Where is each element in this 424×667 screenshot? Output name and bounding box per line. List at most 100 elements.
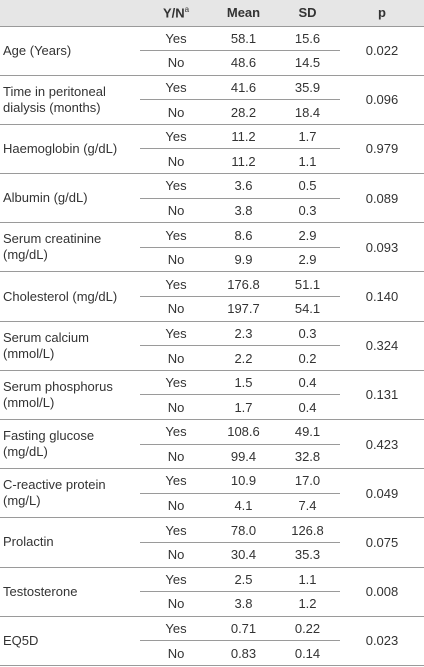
sd-cell: 14.5	[275, 50, 340, 76]
sd-cell: 17.0	[275, 468, 340, 494]
mean-cell: 28.2	[212, 99, 275, 125]
yn-cell: No	[140, 444, 212, 470]
yn-cell: Yes	[140, 173, 212, 199]
yn-cell: No	[140, 296, 212, 322]
table-row: No 28.2 18.4	[0, 99, 424, 125]
mean-cell: 3.6	[212, 173, 275, 199]
mean-cell: 1.5	[212, 370, 275, 396]
sd-cell: 0.4	[275, 370, 340, 396]
variable-cell: Haemoglobin (g/dL)	[0, 124, 140, 175]
mean-cell: 41.6	[212, 75, 275, 101]
variable-cell: Testosterone	[0, 567, 140, 617]
p-value-cell: 0.022	[340, 26, 424, 76]
mean-cell: 11.2	[212, 124, 275, 150]
sd-cell: 15.6	[275, 26, 340, 52]
mean-cell: 48.6	[212, 50, 275, 76]
yn-cell: Yes	[140, 567, 212, 593]
p-value-cell: 0.131	[340, 370, 424, 421]
table-header: Y/Na Mean SD p	[0, 0, 424, 27]
mean-cell: 78.0	[212, 517, 275, 543]
mean-cell: 30.4	[212, 542, 275, 568]
p-value-cell: 0.008	[340, 567, 424, 617]
variable-cell: Fasting glucose (mg/dL)	[0, 419, 140, 470]
p-value-cell: 0.049	[340, 468, 424, 519]
table-row: Fasting glucose (mg/dL) Yes 108.6 49.1 0.423	[0, 419, 424, 470]
variable-cell: EQ5D	[0, 616, 140, 666]
sd-cell: 0.22	[275, 616, 340, 642]
sd-cell: 1.7	[275, 124, 340, 150]
yn-cell: Yes	[140, 370, 212, 396]
p-value-cell: 0.140	[340, 271, 424, 322]
yn-cell: No	[140, 542, 212, 568]
header-cell	[0, 0, 140, 27]
sd-cell: 0.3	[275, 198, 340, 224]
table-row: C-reactive protein (mg/L) Yes 10.9 17.0 0.04…	[0, 468, 424, 519]
p-value-cell: 0.096	[340, 75, 424, 125]
header-cell: SD	[275, 0, 340, 27]
table-body: Age (Years) Yes 58.1 15.6 0.022 No 48.6 14.5 Tim…	[0, 26, 424, 666]
mean-cell: 10.9	[212, 468, 275, 494]
yn-cell: No	[140, 198, 212, 224]
variable-cell: Serum calcium (mmol/L)	[0, 321, 140, 371]
yn-cell: Yes	[140, 616, 212, 642]
sd-cell: 0.14	[275, 640, 340, 666]
table-row: Serum calcium (mmol/L) Yes 2.3 0.3 0.324	[0, 321, 424, 371]
yn-cell: Yes	[140, 26, 212, 52]
variable-cell: Prolactin	[0, 517, 140, 568]
yn-cell: Yes	[140, 271, 212, 298]
p-value-cell: 0.423	[340, 419, 424, 470]
table-row: EQ5D Yes 0.71 0.22 0.023	[0, 616, 424, 666]
yn-cell: No	[140, 394, 212, 420]
yn-cell: No	[140, 148, 212, 175]
variable-label: C-reactive protein (mg/L)	[3, 477, 106, 509]
yn-cell: No	[140, 247, 212, 273]
footnote-mark: a	[184, 5, 190, 15]
variable-cell: Cholesterol (mg/dL)	[0, 271, 140, 322]
sd-cell: 7.4	[275, 493, 340, 519]
yn-cell: No	[140, 640, 212, 666]
variable-cell: Albumin (g/dL)	[0, 173, 140, 224]
table-row: Time in peritoneal dialysis (months) Yes 4…	[0, 75, 424, 125]
yn-cell: No	[140, 493, 212, 519]
mean-cell: 0.71	[212, 616, 275, 642]
p-value-cell: 0.089	[340, 173, 424, 224]
p-value-cell: 0.324	[340, 321, 424, 371]
mean-cell: 0.83	[212, 640, 275, 666]
variable-label: Haemoglobin (g/dL)	[3, 140, 118, 156]
mean-cell: 2.2	[212, 345, 275, 371]
sd-cell: 0.3	[275, 321, 340, 347]
sd-cell: 1.1	[275, 148, 340, 175]
variable-cell: C-reactive protein (mg/L)	[0, 468, 140, 519]
mean-cell: 197.7	[212, 296, 275, 322]
table-row: No 4.1 7.4	[0, 493, 424, 519]
mean-cell: 58.1	[212, 26, 275, 52]
mean-cell: 4.1	[212, 493, 275, 519]
sd-cell: 2.9	[275, 247, 340, 273]
table-row: Serum creatinine (mg/dL) Yes 8.6 2.9 0.093	[0, 222, 424, 273]
p-value-cell: 0.093	[340, 222, 424, 273]
sd-cell: 0.4	[275, 394, 340, 420]
yn-cell: Yes	[140, 321, 212, 347]
sd-cell: 18.4	[275, 99, 340, 125]
mean-cell: 1.7	[212, 394, 275, 420]
mean-cell: 2.5	[212, 567, 275, 593]
yn-cell: Yes	[140, 468, 212, 494]
yn-cell: No	[140, 99, 212, 125]
table-row: Albumin (g/dL) Yes 3.6 0.5 0.089	[0, 173, 424, 224]
sd-cell: 2.9	[275, 222, 340, 248]
variable-label: Serum phosphorus (mmol/L)	[3, 378, 113, 410]
sd-cell: 0.5	[275, 173, 340, 199]
yn-cell: Yes	[140, 222, 212, 248]
table-row: No 197.7 54.1	[0, 296, 424, 322]
variable-label: Fasting glucose (mg/dL)	[3, 428, 95, 460]
variable-cell: Serum creatinine (mg/dL)	[0, 222, 140, 273]
sd-cell: 49.1	[275, 419, 340, 445]
variable-label: Albumin (g/dL)	[3, 190, 88, 206]
table-row: No 3.8 1.2	[0, 591, 424, 617]
header-text: Y/N	[162, 5, 185, 21]
yn-cell: Yes	[140, 75, 212, 101]
yn-cell: Yes	[140, 124, 212, 150]
table-row: Cholesterol (mg/dL) Yes 176.8 51.1 0.140	[0, 271, 424, 322]
